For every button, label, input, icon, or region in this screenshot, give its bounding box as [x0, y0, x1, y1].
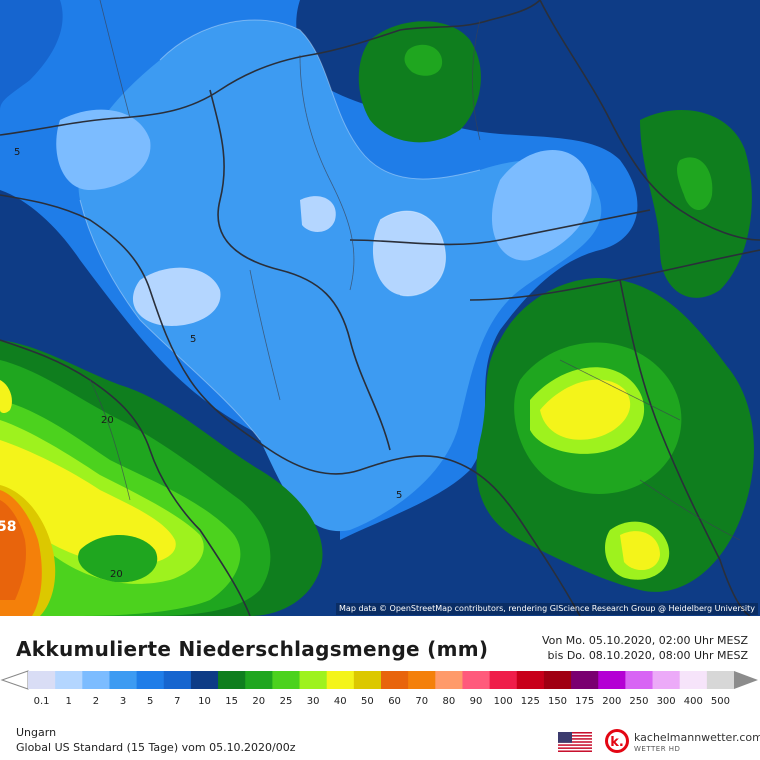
scale-swatch	[218, 671, 246, 689]
precipitation-map: 5 5 5 20 20 58 Map data © OpenStreetMap …	[0, 0, 760, 616]
scale-label: 2	[92, 696, 100, 707]
contour-label: 20	[101, 415, 114, 426]
scale-swatch	[598, 671, 626, 689]
scale-swatch	[109, 671, 138, 689]
time-period: Von Mo. 05.10.2020, 02:00 Uhr MESZ bis D…	[542, 633, 748, 663]
scale-swatch	[571, 671, 599, 689]
field-60-70mm-southwest	[0, 500, 26, 600]
scale-label: 50	[361, 696, 374, 707]
scale-label: 30	[306, 696, 320, 707]
contour-label: 58	[0, 519, 16, 535]
admin-lines	[89, 0, 741, 541]
field-2-3mm-a	[56, 109, 151, 190]
map-attribution: Map data © OpenStreetMap contributors, r…	[336, 603, 758, 615]
field-40-50mm-east	[540, 379, 631, 440]
brand-name: kachelmannwetter.com	[634, 731, 760, 744]
scale-label: 100	[493, 696, 513, 707]
scale-swatch	[381, 671, 409, 689]
scale-swatch	[353, 671, 382, 689]
scale-label: 40	[333, 696, 347, 707]
scale-swatch	[326, 671, 355, 689]
scale-label: 400	[683, 696, 703, 707]
contour-label: 20	[110, 569, 123, 580]
field-20-25mm-north	[404, 44, 443, 76]
scale-swatch	[245, 671, 273, 689]
us-flag-icon	[558, 732, 592, 752]
scale-swatch	[652, 671, 681, 689]
scale-arrow-max	[734, 671, 758, 689]
contour-label: 5	[190, 334, 196, 345]
scale-swatch	[462, 671, 491, 689]
color-scale	[0, 670, 758, 690]
scale-label: 150	[547, 696, 568, 707]
scale-label: 60	[388, 696, 401, 707]
field-7-10mm-northwest	[0, 0, 63, 110]
scale-label: 1	[65, 696, 72, 707]
scale-label: 20	[252, 696, 266, 707]
color-scale-labels: 0.1 1 2 3 5 7 10 15 20 25 30 40 50 60 70 80 90 100 125 150 1…	[0, 696, 760, 710]
map-title: Akkumulierte Niederschlagsmenge (mm)	[16, 637, 489, 661]
scale-label: 500	[710, 696, 730, 707]
scale-swatch	[163, 671, 192, 689]
field-1-2mm-b	[372, 211, 446, 296]
scale-swatch	[489, 671, 518, 689]
field-40-50mm-southeast	[620, 531, 660, 571]
scale-swatch	[272, 671, 301, 689]
field-1-2mm-a	[132, 267, 221, 326]
field-20-25mm-southwest-pocket	[78, 535, 158, 583]
scale-swatch	[190, 671, 219, 689]
scale-label: 10	[198, 696, 211, 707]
scale-swatch	[543, 671, 572, 689]
scale-swatch	[516, 671, 545, 689]
scale-swatch	[435, 671, 463, 689]
scale-label: 70	[415, 696, 429, 707]
scale-swatch	[299, 671, 328, 689]
scale-label: 5	[147, 696, 154, 707]
svg-text:k.: k.	[610, 735, 624, 750]
scale-swatch	[55, 671, 83, 689]
scale-swatch	[706, 671, 735, 689]
scale-swatch	[28, 671, 56, 689]
scale-label: 175	[575, 696, 595, 707]
scale-label: 250	[629, 696, 649, 707]
scale-swatch	[679, 671, 708, 689]
model-run: Global US Standard (15 Tage) vom 05.10.2…	[16, 741, 296, 754]
kachelmann-logo-icon: k.	[605, 729, 629, 753]
brand-subtitle: WETTER HD	[634, 745, 681, 753]
field-15-20mm-north	[358, 21, 481, 143]
period-to: bis Do. 08.10.2020, 08:00 Uhr MESZ	[547, 649, 748, 662]
scale-label: 7	[174, 696, 181, 707]
field-2-3mm-b	[491, 150, 592, 261]
scale-label: 15	[225, 696, 239, 707]
field-1-2mm-c	[300, 196, 336, 232]
field-3-5mm-central	[78, 20, 602, 532]
scale-swatch	[82, 671, 110, 689]
scale-label: 3	[119, 696, 127, 707]
contour-lines	[79, 19, 481, 441]
scale-label: 125	[520, 696, 540, 707]
period-from: Von Mo. 05.10.2020, 02:00 Uhr MESZ	[541, 634, 748, 647]
scale-label: 90	[469, 696, 483, 707]
scale-label: 25	[279, 696, 293, 707]
scale-label: 80	[442, 696, 456, 707]
region-name: Ungarn	[16, 726, 57, 739]
scale-swatch	[625, 671, 654, 689]
precipitation-field: 5 5 5 20 20 58	[0, 0, 760, 616]
field-40-50mm-west-edge	[0, 380, 12, 414]
scale-label: 300	[656, 696, 676, 707]
scale-swatch	[408, 671, 436, 689]
scale-label: 0.1	[33, 696, 50, 707]
scale-label: 200	[602, 696, 622, 707]
contour-label: 5	[396, 490, 402, 501]
contour-label: 5	[14, 147, 20, 158]
scale-arrow-min	[0, 670, 29, 690]
scale-swatch	[136, 671, 165, 689]
field-20-25mm-northeast	[677, 157, 713, 210]
